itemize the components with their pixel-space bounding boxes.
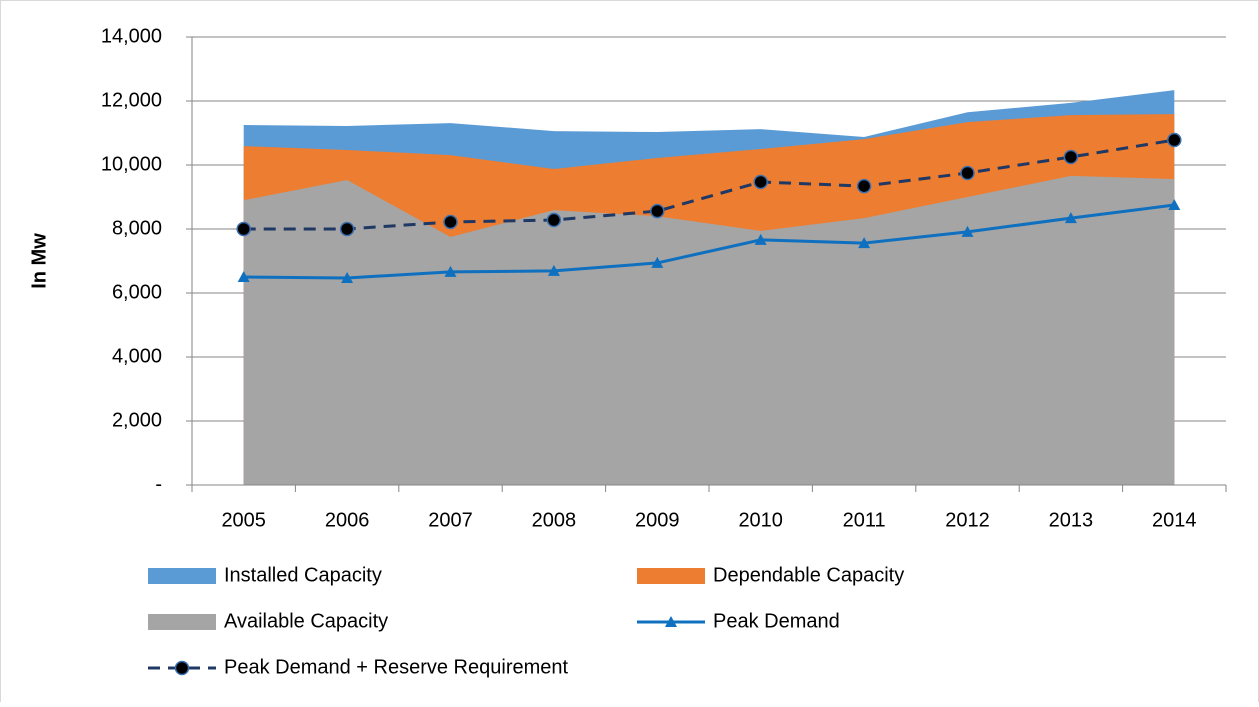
legend-swatch — [637, 568, 705, 584]
marker — [960, 165, 975, 181]
x-tick-label: 2006 — [325, 509, 370, 531]
y-axis-label: In Mw — [28, 233, 50, 289]
x-tick-label: 2011 — [843, 509, 886, 531]
x-tick-label: 2014 — [1152, 509, 1197, 531]
x-tick-label: 2012 — [945, 509, 990, 531]
x-tick-label: 2007 — [428, 509, 473, 531]
marker — [961, 225, 974, 237]
x-tick-label: 2009 — [635, 509, 680, 531]
marker — [856, 178, 872, 194]
y-tick-label: 8,000 — [112, 217, 162, 239]
y-tick-label: 6,000 — [112, 281, 162, 303]
marker — [443, 214, 458, 230]
marker — [1167, 132, 1182, 148]
marker — [753, 174, 768, 190]
y-tick-label: - — [155, 473, 162, 495]
marker — [1063, 149, 1079, 165]
line — [243, 138, 1175, 231]
marker — [237, 271, 250, 282]
marker — [754, 233, 767, 245]
marker — [341, 271, 354, 283]
legend-marker — [665, 616, 677, 627]
x-tick-label: 2013 — [1049, 509, 1094, 531]
y-tick-label: 12,000 — [101, 89, 162, 111]
y-tick-label: 14,000 — [101, 25, 162, 47]
legend-label: Installed Capacity — [224, 564, 382, 586]
x-tick-label: 2010 — [738, 509, 783, 531]
legend-marker — [174, 660, 190, 676]
y-tick-label: 2,000 — [112, 409, 162, 431]
marker — [444, 265, 457, 277]
legend-swatch — [148, 568, 216, 584]
y-tick-label: 4,000 — [112, 345, 162, 367]
marker — [650, 203, 665, 219]
line — [243, 203, 1175, 280]
marker — [339, 221, 355, 237]
marker — [1168, 199, 1181, 210]
legend-label: Peak Demand — [713, 610, 840, 632]
legend-label: Available Capacity — [224, 610, 388, 632]
y-tick-label: 10,000 — [101, 153, 162, 175]
marker — [236, 221, 251, 237]
marker — [547, 264, 560, 276]
legend-label: Dependable Capacity — [713, 564, 904, 586]
marker — [546, 212, 562, 228]
marker — [1064, 212, 1077, 224]
marker — [858, 237, 871, 249]
x-tick-label: 2008 — [532, 509, 577, 531]
marker — [651, 256, 664, 268]
x-tick-label: 2005 — [221, 509, 266, 531]
area — [243, 175, 1175, 485]
legend-swatch — [148, 614, 216, 630]
legend-label: Peak Demand + Reserve Requirement — [224, 656, 569, 678]
